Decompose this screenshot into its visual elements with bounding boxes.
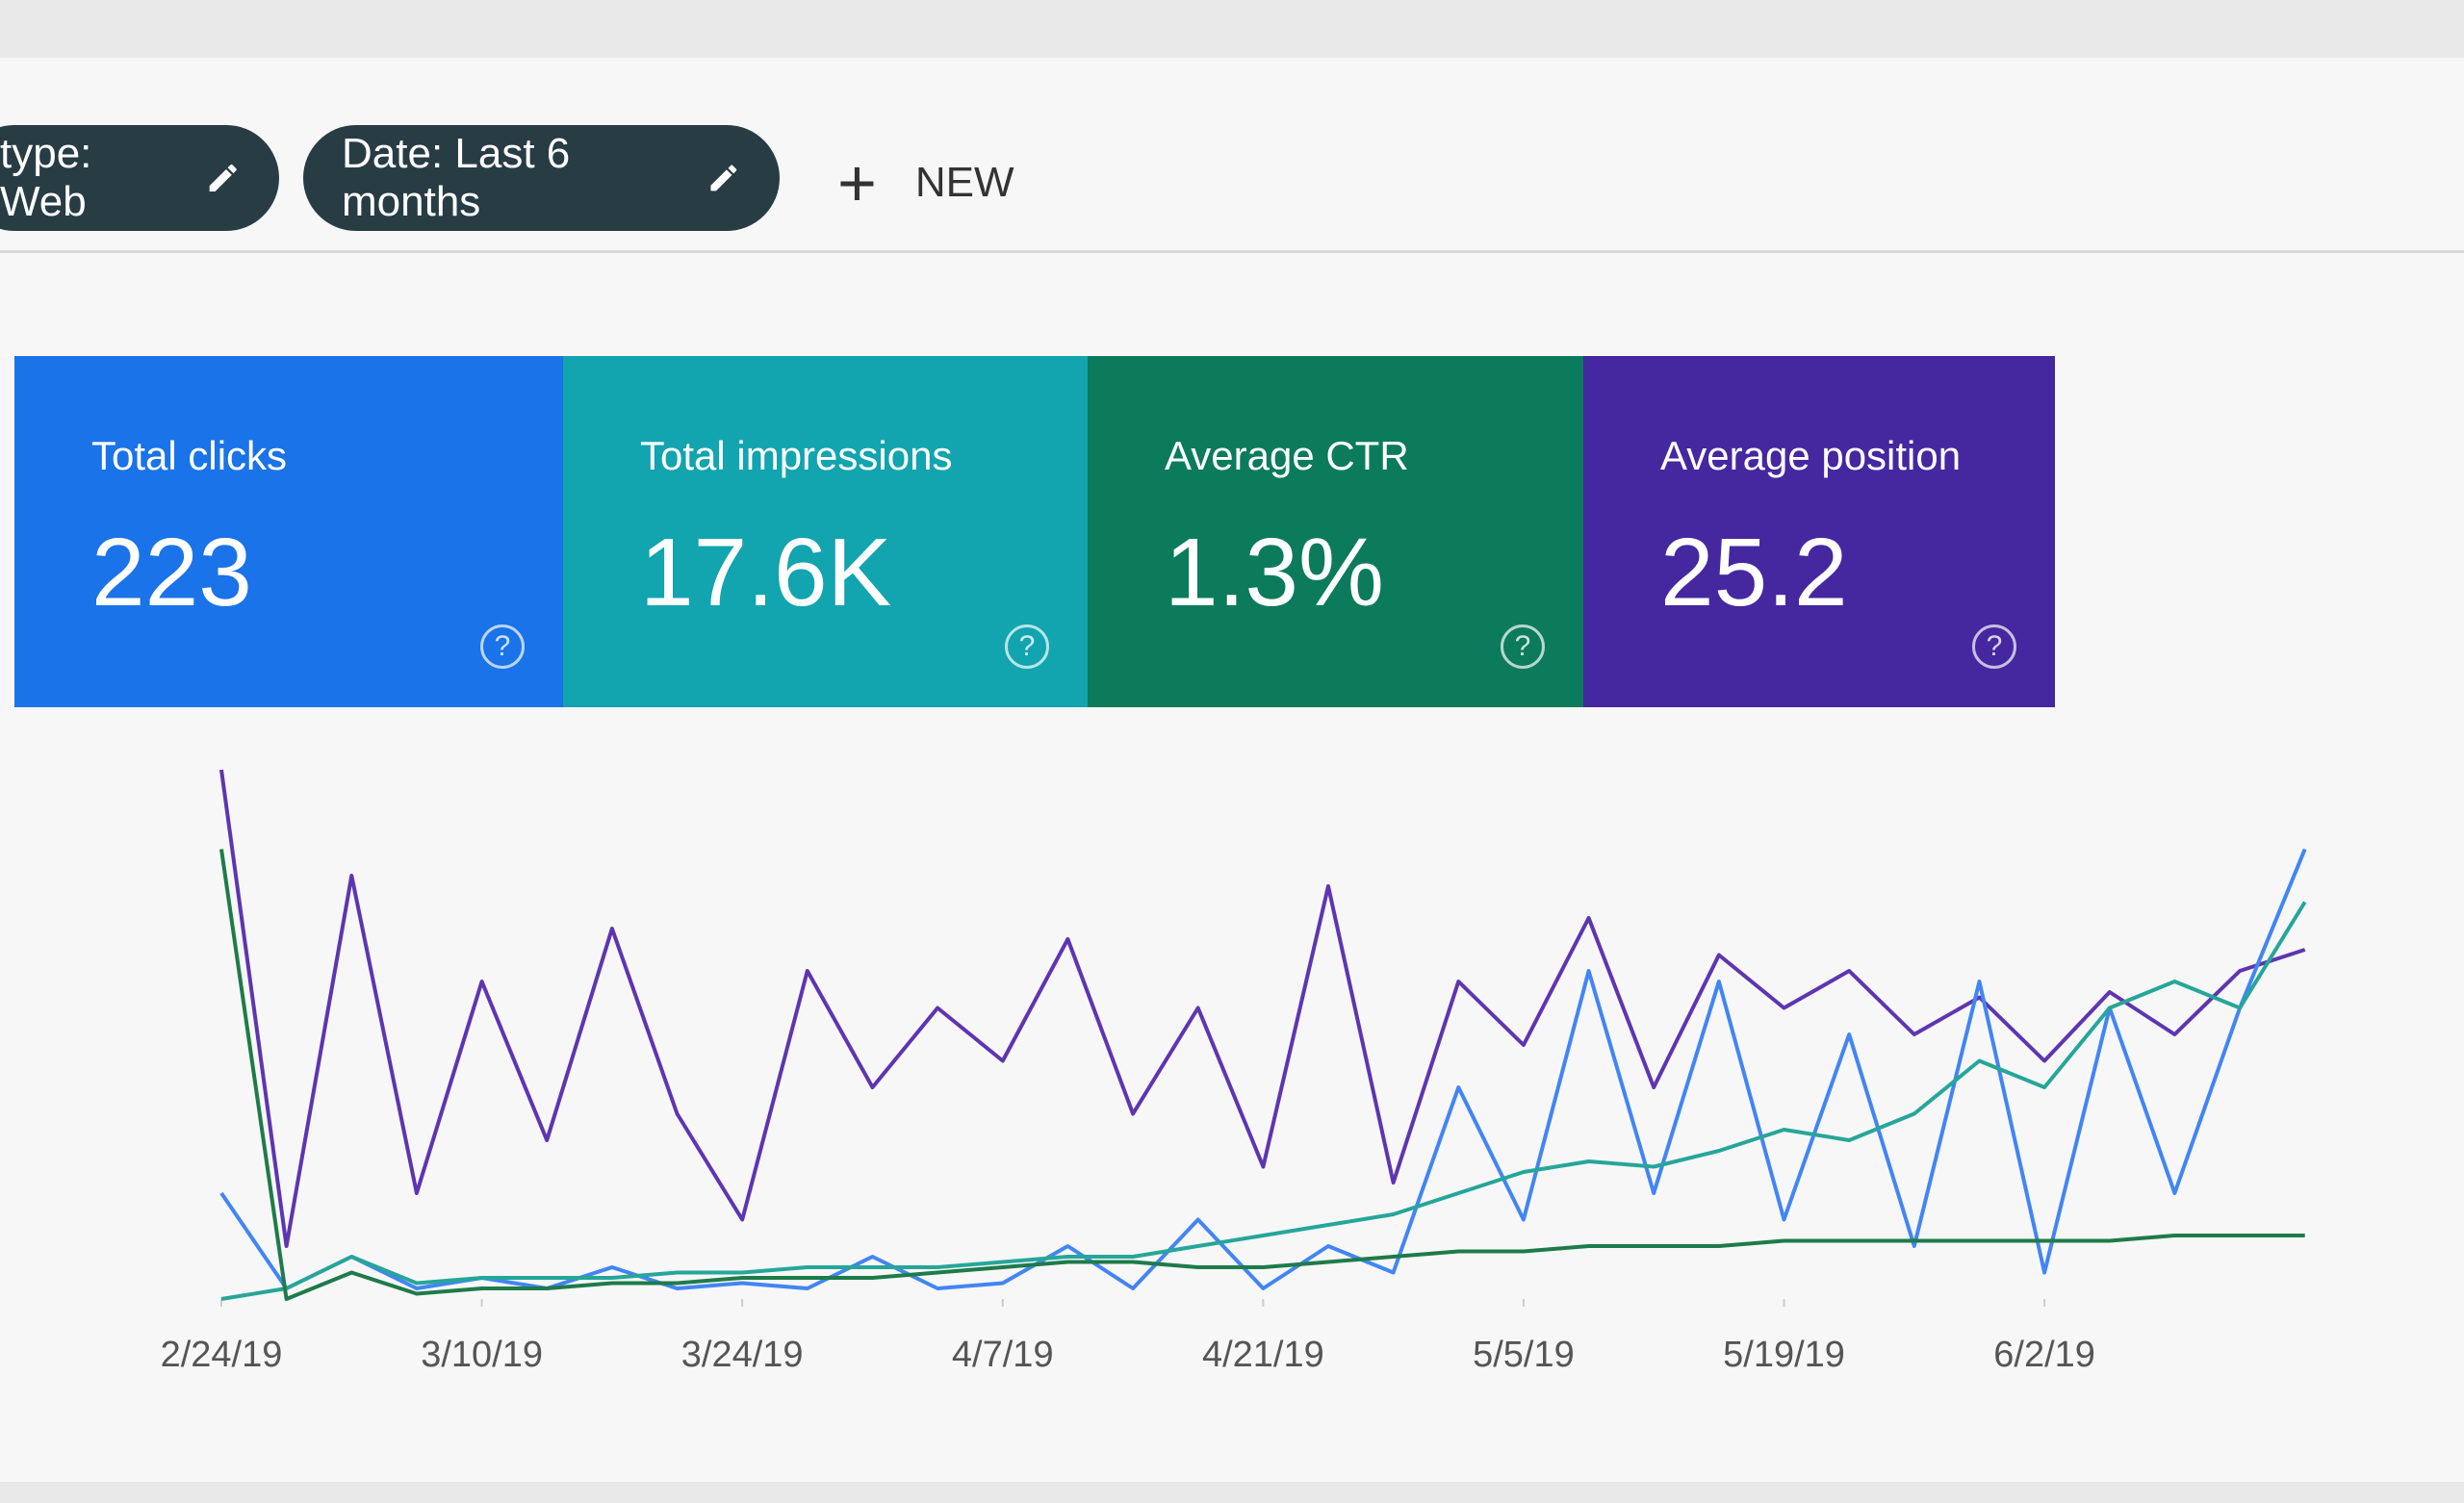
- x-tick-label: 3/10/19: [421, 1335, 543, 1375]
- edit-icon: [209, 164, 237, 192]
- filter-chip[interactable]: type: Web: [0, 125, 279, 231]
- x-tick-label: 4/21/19: [1202, 1335, 1324, 1375]
- metric-title: Average position: [1660, 433, 1962, 478]
- x-tick-label: 2/24/19: [161, 1335, 283, 1375]
- series-line: [220, 901, 2307, 1301]
- metric-value: 17.6K: [640, 519, 892, 626]
- series-line: [219, 769, 2306, 1248]
- metric-card[interactable]: Average CTR 1.3%?: [1088, 356, 1583, 707]
- series-line: [219, 848, 2307, 1290]
- help-icon[interactable]: ?: [1972, 624, 2016, 669]
- filter-label: Date: Last 6 months: [342, 130, 571, 225]
- metric-card[interactable]: Total impressions 17.6K?: [563, 356, 1088, 707]
- filter-label: type: Web: [0, 130, 92, 225]
- metric-value: 223: [91, 519, 252, 626]
- filter-chip[interactable]: Date: Last 6 months: [303, 125, 780, 231]
- metric-title: Total impressions: [640, 433, 953, 478]
- x-tick-label: 6/2/19: [1993, 1335, 2095, 1375]
- x-tick-label: 5/19/19: [1723, 1335, 1845, 1375]
- series-line: [219, 849, 2305, 1301]
- metric-title: Total clicks: [91, 433, 288, 478]
- metric-card[interactable]: Total clicks 223?: [14, 356, 563, 707]
- x-tick-label: 3/24/19: [681, 1335, 804, 1375]
- edit-icon: [710, 165, 737, 191]
- x-tick-label: 4/7/19: [952, 1335, 1054, 1375]
- new-label: NEW: [914, 159, 1014, 206]
- help-icon[interactable]: ?: [480, 624, 525, 669]
- chart: 2/24/19 3/10/19 3/24/19 4/7/19 4/21/19 5/5/19…: [161, 769, 2307, 1375]
- metric-card[interactable]: Average position 25.2?: [1583, 356, 2055, 707]
- metric-value: 25.2: [1660, 519, 1848, 626]
- metric-title: Average CTR: [1165, 433, 1409, 478]
- new-filter-button[interactable]: + NEW: [837, 144, 1014, 221]
- metric-value: 1.3%: [1165, 519, 1384, 626]
- plus-icon: +: [837, 145, 877, 220]
- help-icon[interactable]: ?: [1501, 624, 1545, 669]
- help-icon[interactable]: ?: [1005, 624, 1049, 669]
- toolbar: type: Web Date: Last 6 months + NEW: [0, 106, 2464, 253]
- x-tick-label: 5/5/19: [1473, 1335, 1575, 1375]
- metric-cards: Total clicks 223? Total impressions 17.6K?…: [14, 356, 2055, 707]
